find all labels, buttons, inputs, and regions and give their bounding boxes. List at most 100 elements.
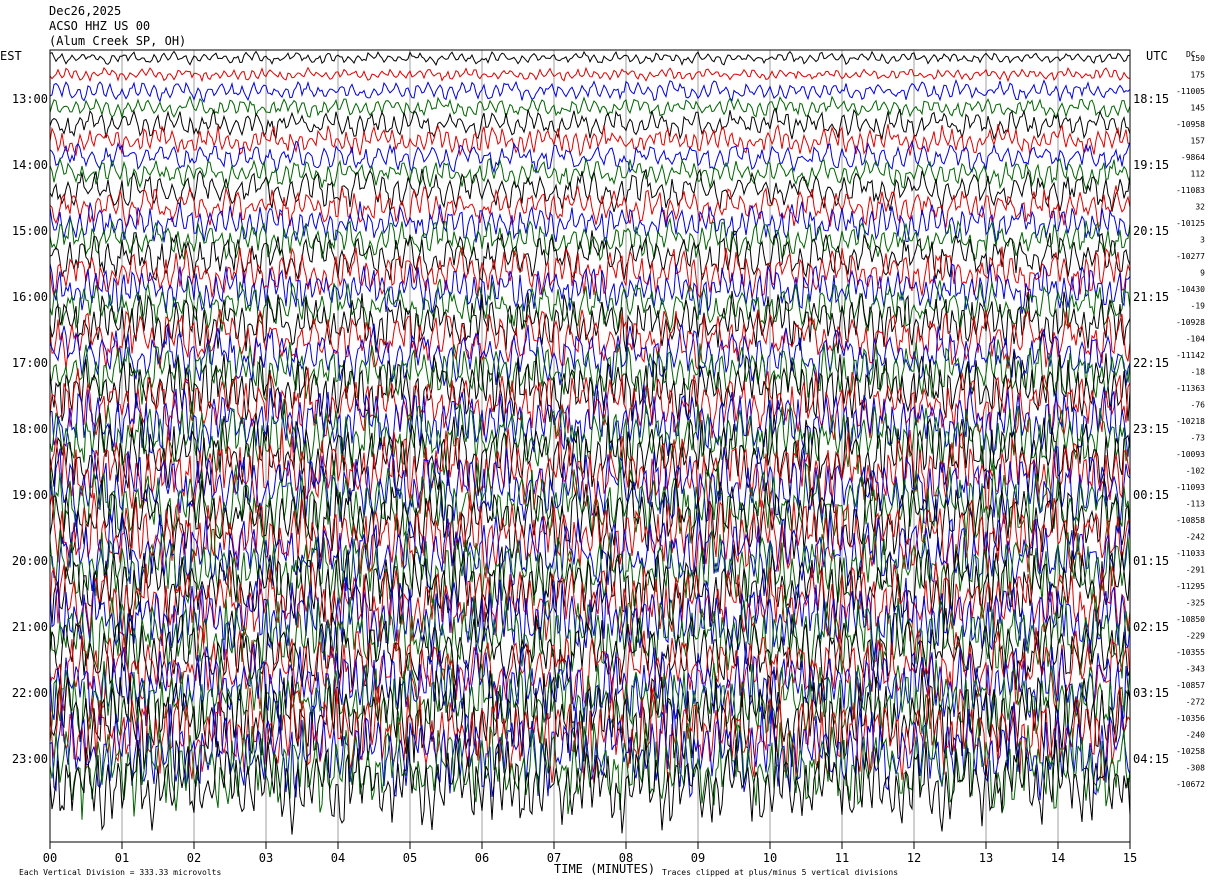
- dc-offset-label: 112: [1191, 170, 1206, 179]
- right-hour-label: 20:15: [1133, 224, 1169, 238]
- left-hour-label: 15:00: [12, 224, 48, 238]
- dc-offset-label: -10355: [1176, 648, 1205, 657]
- left-hour-label: 19:00: [12, 488, 48, 502]
- x-tick-label: 02: [187, 851, 201, 865]
- footer-right: Traces clipped at plus/minus 5 vertical …: [662, 868, 898, 877]
- dc-offset-label: -9864: [1181, 153, 1205, 162]
- dc-offset-label: -11363: [1176, 384, 1205, 393]
- dc-offset-label: -10356: [1176, 714, 1205, 723]
- x-tick-label: 10: [763, 851, 777, 865]
- dc-offset-label: 145: [1191, 104, 1206, 113]
- x-tick-label: 00: [43, 851, 57, 865]
- x-axis-title: TIME (MINUTES): [554, 862, 655, 876]
- header-location: (Alum Creek SP, OH): [49, 34, 187, 48]
- seismic-trace: [49, 445, 1131, 526]
- dc-offset-label: -343: [1186, 665, 1205, 674]
- seismic-trace: [49, 624, 1131, 712]
- dc-offset-label: -325: [1186, 599, 1205, 608]
- left-hour-label: 20:00: [12, 554, 48, 568]
- dc-offset-label: -18: [1191, 368, 1206, 377]
- seismic-trace: [49, 339, 1131, 405]
- dc-offset-label: -10430: [1176, 285, 1205, 294]
- seismic-trace: [49, 350, 1131, 427]
- seismic-trace: [49, 107, 1131, 141]
- seismic-trace: [49, 168, 1131, 213]
- dc-offset-label: -10958: [1176, 120, 1205, 129]
- dc-offset-label: -10850: [1176, 615, 1205, 624]
- seismic-trace: [49, 577, 1131, 661]
- seismic-trace: [49, 263, 1131, 315]
- right-hour-label: 23:15: [1133, 422, 1169, 436]
- left-hour-label: 17:00: [12, 356, 48, 370]
- dc-offset-label: -10928: [1176, 318, 1205, 327]
- seismic-trace: [49, 736, 1131, 835]
- dc-label: DC: [1186, 50, 1196, 59]
- dc-offset-label: -11033: [1176, 549, 1205, 558]
- header-date: Dec26,2025: [49, 4, 122, 18]
- right-hour-label: 04:15: [1133, 752, 1169, 766]
- dc-offset-label: -10125: [1176, 219, 1205, 228]
- x-tick-label: 01: [115, 851, 129, 865]
- seismic-trace: [49, 684, 1131, 785]
- x-tick-label: 05: [403, 851, 417, 865]
- x-tick-label: 06: [475, 851, 489, 865]
- x-tick-label: 12: [907, 851, 921, 865]
- dc-offset-label: 9: [1200, 269, 1205, 278]
- right-hour-label: 18:15: [1133, 92, 1169, 106]
- right-hour-label: 21:15: [1133, 290, 1169, 304]
- dc-offset-label: -229: [1186, 632, 1205, 641]
- seismic-trace: [49, 413, 1131, 498]
- seismic-trace: [49, 398, 1131, 476]
- x-tick-label: 15: [1123, 851, 1137, 865]
- right-timezone-label: UTC: [1146, 49, 1168, 63]
- seismic-trace: [49, 383, 1131, 457]
- right-hour-label: 03:15: [1133, 686, 1169, 700]
- seismic-trace: [49, 641, 1131, 727]
- x-tick-label: 04: [331, 851, 345, 865]
- right-hour-label: 19:15: [1133, 158, 1169, 172]
- seismic-trace: [49, 217, 1131, 262]
- dc-offset-label: -76: [1191, 401, 1206, 410]
- left-hour-label: 23:00: [12, 752, 48, 766]
- left-timezone-label: EST: [0, 49, 22, 63]
- footer-left: Each Vertical Division = 333.33 microvol…: [19, 868, 221, 877]
- seismic-trace: [49, 139, 1131, 174]
- seismic-trace: [49, 608, 1131, 692]
- seismic-trace: [49, 544, 1131, 627]
- seismic-trace: [49, 185, 1131, 229]
- dc-offset-label: -10672: [1176, 780, 1205, 789]
- x-tick-label: 07: [547, 851, 561, 865]
- x-tick-label: 14: [1051, 851, 1065, 865]
- dc-offset-label: -291: [1186, 566, 1205, 575]
- seismic-trace: [49, 717, 1131, 820]
- dc-offset-label: -10857: [1176, 681, 1205, 690]
- dc-offset-label: -11093: [1176, 483, 1205, 492]
- seismic-trace: [49, 157, 1131, 191]
- dc-offset-label: -19: [1191, 302, 1206, 311]
- seismic-trace: [49, 510, 1131, 596]
- seismic-trace: [49, 246, 1131, 302]
- right-hour-label: 02:15: [1133, 620, 1169, 634]
- seismic-trace: [49, 459, 1131, 544]
- dc-offset-label: -11295: [1176, 582, 1205, 591]
- seismic-trace: [49, 66, 1131, 83]
- seismic-trace: [49, 668, 1131, 770]
- seismic-trace: [49, 230, 1131, 283]
- seismic-trace: [49, 427, 1131, 514]
- dc-offset-label: -11005: [1176, 87, 1205, 96]
- dc-offset-label: 150: [1191, 54, 1206, 63]
- right-hour-label: 22:15: [1133, 356, 1169, 370]
- seismic-trace: [49, 95, 1131, 120]
- dc-offset-label: -10258: [1176, 747, 1205, 756]
- x-tick-label: 13: [979, 851, 993, 865]
- seismic-trace: [49, 594, 1131, 679]
- dc-offset-label: -240: [1186, 731, 1205, 740]
- left-hour-label: 14:00: [12, 158, 48, 172]
- dc-offset-label: -113: [1186, 500, 1205, 509]
- x-tick-label: 08: [619, 851, 633, 865]
- seismic-trace: [49, 323, 1131, 387]
- seismic-trace: [49, 50, 1131, 67]
- seismic-trace: [49, 290, 1131, 354]
- right-hour-label: 00:15: [1133, 488, 1169, 502]
